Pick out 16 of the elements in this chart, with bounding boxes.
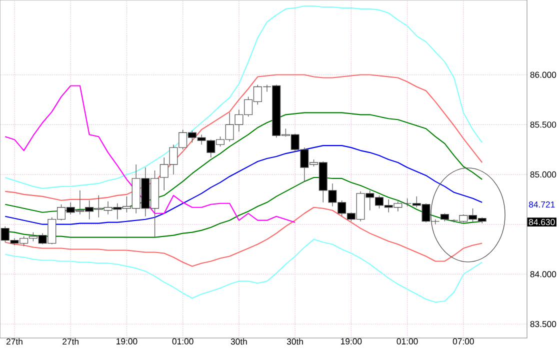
text: 84.721: [528, 201, 555, 208]
text: 84.630: [528, 219, 555, 226]
x-tick-label: 19:00: [116, 338, 138, 344]
y-tick-label: 83.500: [530, 320, 556, 328]
x-tick-label: 30th: [286, 338, 303, 345]
y-tick-label: 85.500: [530, 122, 556, 128]
y-tick-label: 86.000: [530, 72, 556, 78]
x-tick-label: 30th: [230, 338, 247, 345]
x-tick-label: 19:00: [341, 338, 362, 344]
y-tick-label: 85.000: [530, 171, 556, 178]
x-tick-label: 27th: [62, 338, 78, 345]
x-tick-label: 01:00: [396, 338, 418, 344]
x-tick-label: 07:00: [452, 338, 474, 344]
x-tick-label: 27th: [6, 338, 22, 345]
y-tick-label: 84.000: [530, 271, 556, 278]
x-tick-label: 01:00: [172, 338, 194, 344]
